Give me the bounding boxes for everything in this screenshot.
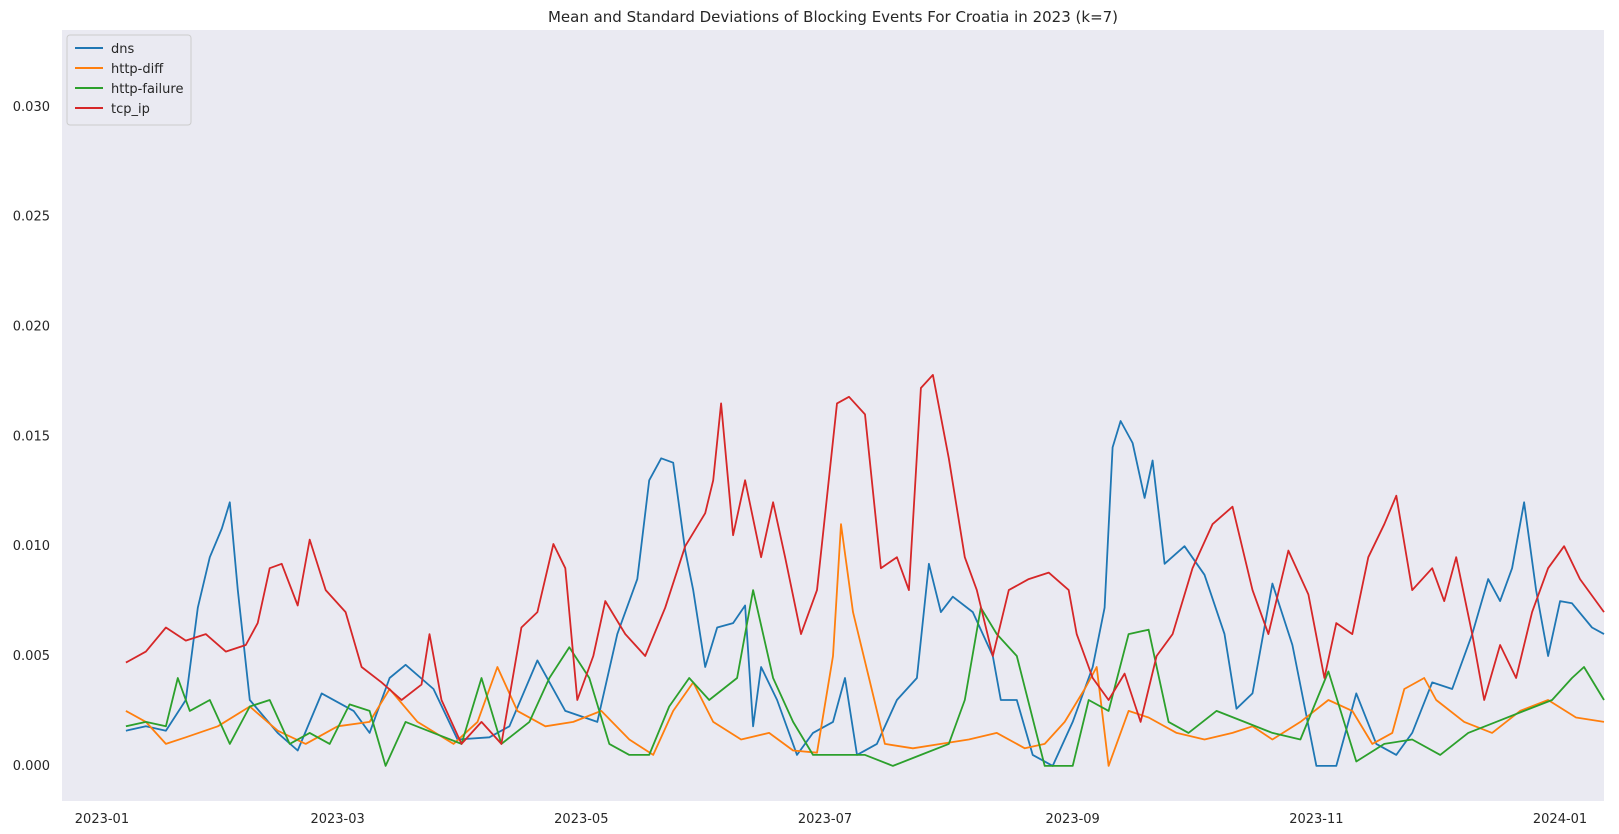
y-tick-label: 0.025 bbox=[13, 210, 50, 225]
chart-title: Mean and Standard Deviations of Blocking… bbox=[548, 8, 1118, 26]
y-tick-label: 0.005 bbox=[13, 649, 50, 664]
legend-label-http-diff: http-diff bbox=[111, 62, 164, 77]
x-tick-label: 2023-11 bbox=[1289, 812, 1343, 827]
x-tick-label: 2023-09 bbox=[1046, 812, 1100, 827]
series-line-http-diff bbox=[125, 523, 1605, 767]
series-line-tcp_ip bbox=[125, 373, 1605, 745]
legend-box bbox=[66, 34, 192, 126]
x-tick-label: 2023-03 bbox=[310, 812, 364, 827]
legend: dns http-diff http-failure tcp_ip bbox=[66, 34, 192, 126]
legend-label-dns: dns bbox=[111, 42, 134, 57]
legend-label-http-failure: http-failure bbox=[111, 82, 183, 97]
plot-area bbox=[62, 30, 1604, 801]
series-line-http-failure bbox=[125, 589, 1605, 767]
y-axis: 0.000 0.005 0.010 0.015 0.020 0.025 0.030 bbox=[13, 100, 50, 774]
y-tick-label: 0.020 bbox=[13, 320, 50, 335]
x-axis: 2023-01 2023-03 2023-05 2023-07 2023-09 2023-… bbox=[75, 812, 1587, 827]
series-lines bbox=[125, 373, 1605, 767]
y-tick-label: 0.015 bbox=[13, 429, 50, 444]
y-tick-label: 0.010 bbox=[13, 539, 50, 554]
x-tick-label: 2024-01 bbox=[1533, 812, 1587, 827]
x-tick-label: 2023-07 bbox=[798, 812, 852, 827]
y-tick-label: 0.030 bbox=[13, 100, 50, 115]
y-tick-label: 0.000 bbox=[13, 759, 50, 774]
x-tick-label: 2023-05 bbox=[554, 812, 608, 827]
legend-label-tcp_ip: tcp_ip bbox=[111, 102, 150, 117]
x-tick-label: 2023-01 bbox=[75, 812, 129, 827]
